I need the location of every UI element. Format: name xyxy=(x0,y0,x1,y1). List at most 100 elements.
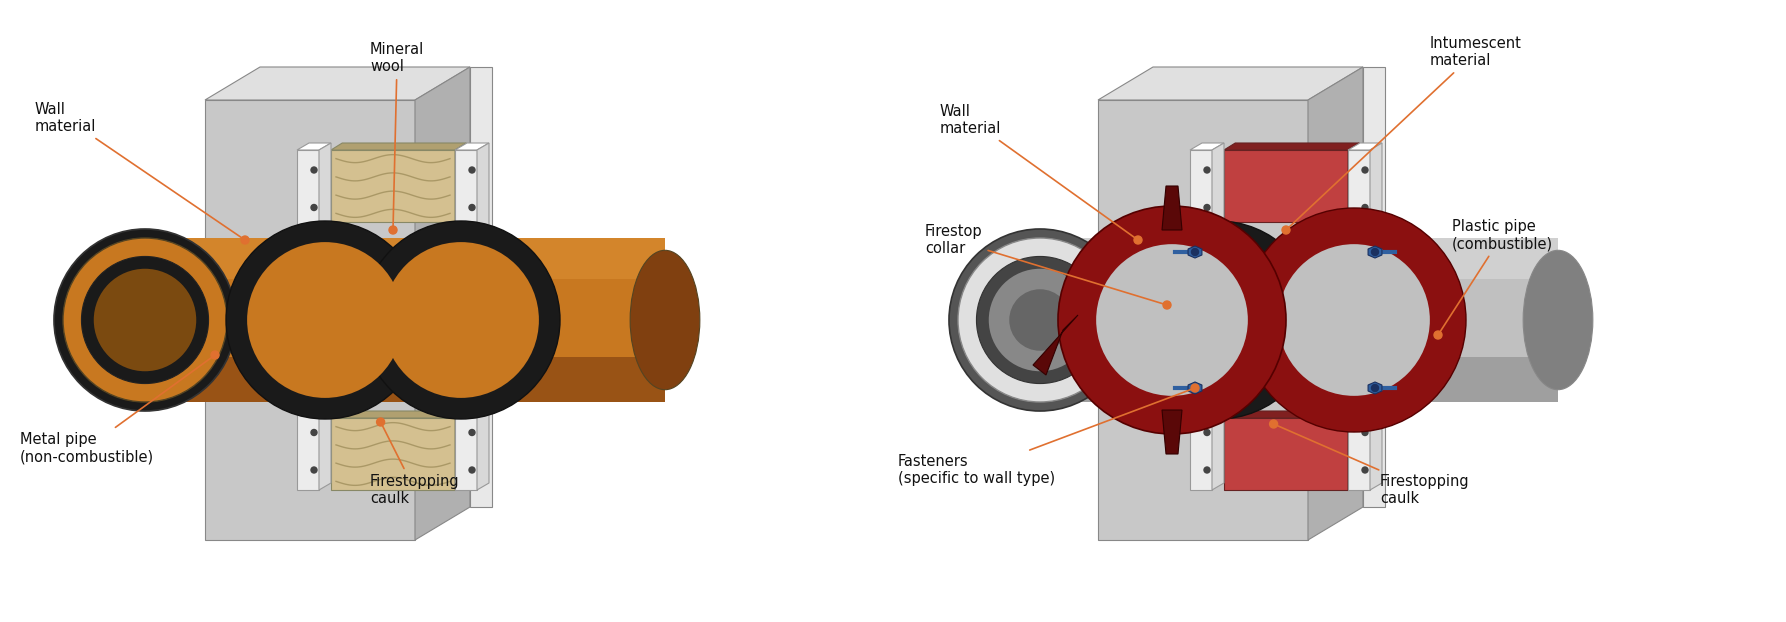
Circle shape xyxy=(470,355,475,361)
Polygon shape xyxy=(455,411,466,490)
Polygon shape xyxy=(1363,67,1384,507)
Circle shape xyxy=(1363,317,1368,323)
Polygon shape xyxy=(1368,382,1382,394)
Ellipse shape xyxy=(363,221,561,419)
Circle shape xyxy=(1163,301,1172,309)
Polygon shape xyxy=(330,411,466,418)
Ellipse shape xyxy=(384,242,539,398)
Polygon shape xyxy=(145,238,305,279)
Circle shape xyxy=(1204,430,1209,435)
Text: Wall
material: Wall material xyxy=(939,104,1136,238)
Polygon shape xyxy=(1098,100,1307,540)
Polygon shape xyxy=(455,143,466,222)
Polygon shape xyxy=(470,67,491,507)
Circle shape xyxy=(311,242,316,248)
Polygon shape xyxy=(1039,357,1198,402)
Circle shape xyxy=(311,167,316,173)
Ellipse shape xyxy=(1241,208,1466,432)
Circle shape xyxy=(470,167,475,173)
Polygon shape xyxy=(486,238,664,279)
Ellipse shape xyxy=(957,238,1122,402)
Circle shape xyxy=(1363,167,1368,173)
Ellipse shape xyxy=(227,221,423,419)
Ellipse shape xyxy=(1057,206,1286,434)
Polygon shape xyxy=(1189,143,1223,150)
Circle shape xyxy=(311,392,316,398)
Circle shape xyxy=(389,226,396,234)
Circle shape xyxy=(311,355,316,361)
Polygon shape xyxy=(1307,67,1363,540)
Ellipse shape xyxy=(977,256,1104,384)
Polygon shape xyxy=(1379,238,1557,279)
Polygon shape xyxy=(325,238,461,279)
Polygon shape xyxy=(1188,246,1202,258)
Text: Intumescent
material: Intumescent material xyxy=(1288,36,1522,228)
Ellipse shape xyxy=(1277,242,1432,398)
Ellipse shape xyxy=(1139,242,1297,398)
Polygon shape xyxy=(1039,238,1198,279)
Polygon shape xyxy=(330,150,455,222)
Circle shape xyxy=(1191,384,1198,391)
Text: Plastic pipe
(combustible): Plastic pipe (combustible) xyxy=(1440,219,1554,333)
Text: Firestop
collar: Firestop collar xyxy=(925,224,1164,304)
Ellipse shape xyxy=(1009,289,1072,351)
Circle shape xyxy=(1363,355,1368,361)
Circle shape xyxy=(1363,392,1368,398)
Ellipse shape xyxy=(1120,221,1316,419)
Ellipse shape xyxy=(93,269,196,371)
Circle shape xyxy=(241,236,248,244)
Polygon shape xyxy=(1098,67,1363,100)
Polygon shape xyxy=(1163,186,1182,230)
Polygon shape xyxy=(414,67,470,540)
Circle shape xyxy=(1204,167,1209,173)
Polygon shape xyxy=(477,143,489,490)
Circle shape xyxy=(470,467,475,473)
Circle shape xyxy=(311,279,316,285)
Circle shape xyxy=(1204,355,1209,361)
Circle shape xyxy=(311,467,316,473)
Polygon shape xyxy=(1218,238,1354,402)
Polygon shape xyxy=(205,100,414,540)
Ellipse shape xyxy=(630,250,700,390)
Circle shape xyxy=(311,430,316,435)
Polygon shape xyxy=(1348,150,1370,490)
Polygon shape xyxy=(296,150,320,490)
Circle shape xyxy=(470,279,475,285)
Circle shape xyxy=(1204,467,1209,473)
Ellipse shape xyxy=(1279,244,1431,396)
Circle shape xyxy=(1434,331,1441,339)
Polygon shape xyxy=(205,67,470,100)
Polygon shape xyxy=(330,418,455,490)
Text: Wall
material: Wall material xyxy=(36,102,243,238)
Circle shape xyxy=(1270,420,1277,428)
Polygon shape xyxy=(486,357,664,402)
Circle shape xyxy=(1363,205,1368,210)
Text: Metal pipe
(non-combustible): Metal pipe (non-combustible) xyxy=(20,356,213,464)
Polygon shape xyxy=(296,143,330,150)
Polygon shape xyxy=(1223,143,1359,150)
Circle shape xyxy=(470,430,475,435)
Polygon shape xyxy=(1032,315,1079,375)
Circle shape xyxy=(211,351,220,359)
Circle shape xyxy=(1372,249,1379,256)
Polygon shape xyxy=(1039,238,1198,402)
Ellipse shape xyxy=(1256,221,1454,419)
Polygon shape xyxy=(145,238,305,402)
Polygon shape xyxy=(1223,418,1348,490)
Text: Fasteners
(specific to wall type): Fasteners (specific to wall type) xyxy=(898,389,1193,486)
Polygon shape xyxy=(1218,238,1354,279)
Text: Firestopping
caulk: Firestopping caulk xyxy=(370,424,459,506)
Polygon shape xyxy=(455,143,489,150)
Ellipse shape xyxy=(948,229,1131,411)
Ellipse shape xyxy=(989,269,1091,371)
Polygon shape xyxy=(1370,143,1382,490)
Circle shape xyxy=(1372,384,1379,391)
Ellipse shape xyxy=(54,229,236,411)
Circle shape xyxy=(1204,205,1209,210)
Ellipse shape xyxy=(82,256,209,384)
Polygon shape xyxy=(1218,357,1354,402)
Ellipse shape xyxy=(63,238,227,402)
Polygon shape xyxy=(1379,357,1557,402)
Circle shape xyxy=(1204,392,1209,398)
Circle shape xyxy=(1282,226,1289,234)
